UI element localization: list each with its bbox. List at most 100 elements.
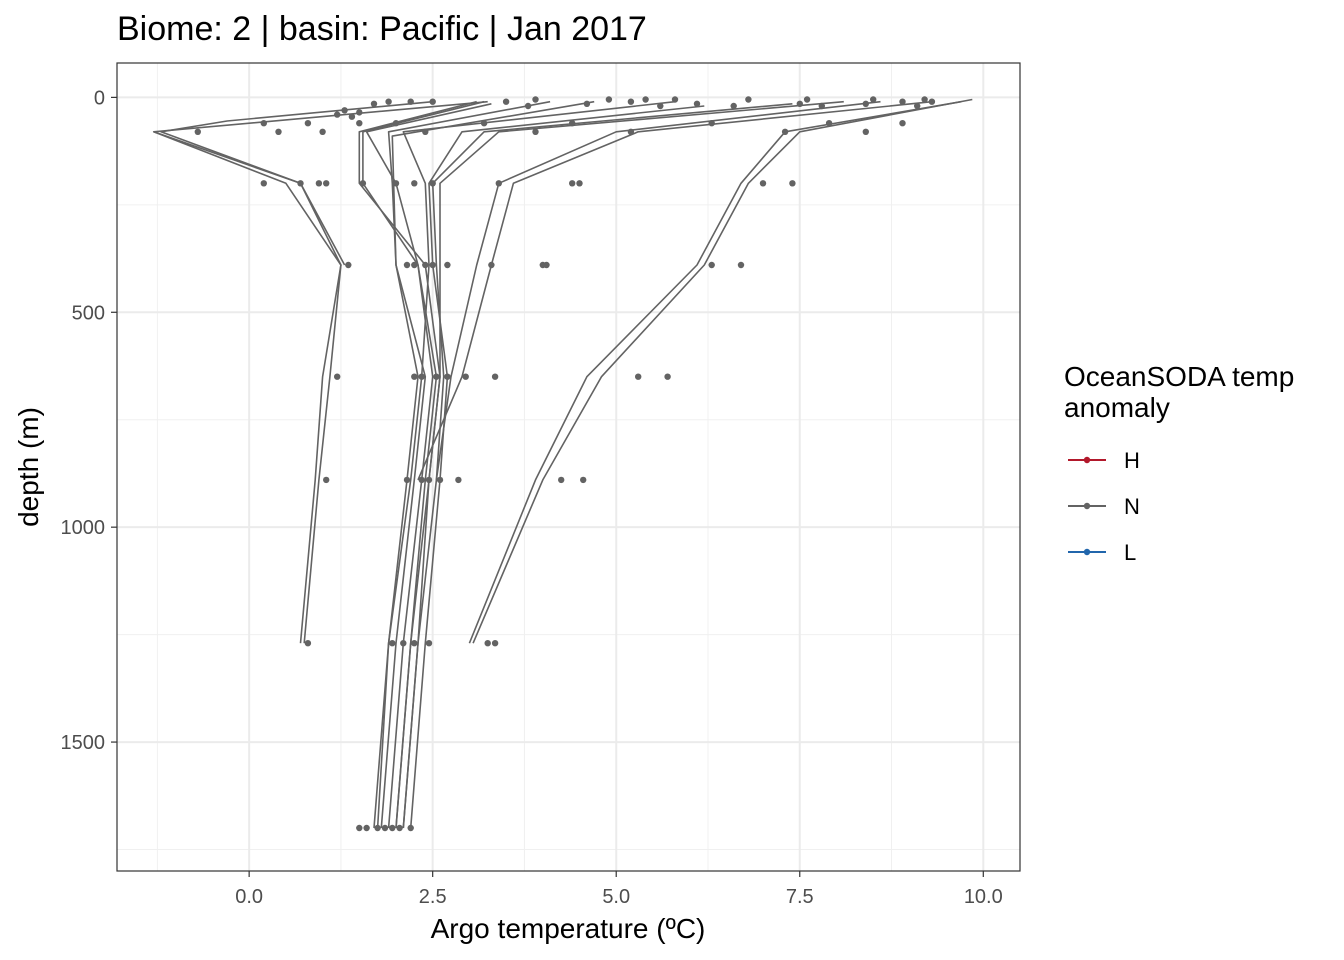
data-point-51 — [359, 180, 367, 187]
data-point-36 — [392, 120, 400, 127]
data-point-38 — [480, 120, 488, 127]
profile-line-16 — [472, 98, 973, 644]
data-point-44 — [825, 120, 833, 127]
data-point-63 — [422, 261, 429, 269]
data-point-29 — [928, 98, 936, 105]
data-point-25 — [870, 96, 877, 103]
data-point-93 — [484, 640, 491, 647]
data-point-2 — [356, 109, 363, 116]
legend-label-N: N — [1124, 494, 1140, 519]
data-point-90 — [400, 640, 407, 647]
data-point-100 — [396, 824, 403, 832]
data-point-74 — [433, 373, 440, 380]
data-point-97 — [374, 824, 381, 832]
grid-minor — [117, 63, 1020, 871]
data-point-10 — [524, 102, 532, 110]
data-point-79 — [664, 373, 671, 380]
data-point-13 — [605, 96, 613, 103]
chart-title: Biome: 2 | basin: Pacific | Jan 2017 — [117, 10, 647, 48]
data-point-48 — [297, 180, 304, 187]
data-point-18 — [693, 100, 701, 108]
plot-panel — [117, 63, 1020, 871]
data-point-4 — [385, 98, 392, 105]
data-point-12 — [583, 100, 591, 108]
data-point-91 — [411, 640, 418, 647]
data-point-16 — [657, 102, 664, 110]
profile-line-9 — [376, 100, 676, 829]
data-point-99 — [389, 824, 396, 832]
legend-key-point-L — [1083, 548, 1091, 556]
data-point-80 — [323, 476, 330, 484]
data-point-83 — [425, 476, 433, 484]
data-point-40 — [569, 120, 576, 127]
y-axis: 0 500 1000 1500 — [61, 87, 117, 754]
legend-key-point-H — [1083, 456, 1091, 464]
data-point-62 — [411, 261, 418, 269]
data-point-14 — [627, 98, 635, 105]
data-point-46 — [899, 120, 906, 127]
data-point-6 — [429, 98, 436, 105]
legend: OceanSODA temp anomaly HNL — [1064, 361, 1294, 565]
data-point-70 — [737, 261, 745, 269]
data-point-88 — [304, 640, 312, 647]
data-point-21 — [796, 100, 803, 108]
data-point-95 — [356, 824, 363, 832]
data-point-82 — [418, 476, 425, 484]
data-point-92 — [425, 640, 433, 647]
series-points — [194, 96, 936, 832]
data-point-30 — [194, 128, 201, 135]
data-point-58 — [759, 180, 767, 187]
y-tick-label: 1000 — [61, 517, 106, 539]
legend-label-L: L — [1124, 540, 1136, 565]
data-point-1 — [341, 107, 348, 114]
x-tick-label: 2.5 — [419, 886, 447, 908]
profile-line-3 — [160, 100, 433, 266]
data-point-89 — [389, 640, 396, 647]
data-point-7 — [334, 111, 341, 118]
data-point-53 — [411, 180, 418, 187]
legend-title-line-1: OceanSODA temp — [1064, 361, 1294, 392]
x-tick-label: 5.0 — [602, 886, 630, 908]
data-point-55 — [495, 180, 502, 187]
x-tick-label: 10.0 — [964, 886, 1003, 908]
data-point-72 — [411, 373, 418, 380]
data-point-47 — [260, 180, 267, 187]
data-point-35 — [356, 120, 363, 127]
data-point-31 — [260, 120, 267, 127]
x-tick-label: 7.5 — [786, 886, 814, 908]
legend-entries: HNL — [1068, 448, 1140, 565]
x-axis: 0.0 2.5 5.0 7.5 10.0 — [235, 871, 1003, 908]
data-point-37 — [422, 128, 429, 135]
data-point-66 — [488, 261, 495, 269]
profile-line-1 — [153, 131, 342, 644]
y-tick-label: 0 — [94, 87, 105, 109]
data-point-94 — [491, 640, 499, 647]
data-point-61 — [403, 261, 411, 269]
y-tick-label: 1500 — [61, 732, 106, 754]
data-point-60 — [345, 261, 352, 269]
data-point-17 — [671, 96, 679, 103]
data-point-27 — [914, 102, 921, 110]
data-point-22 — [803, 96, 811, 103]
data-point-85 — [455, 476, 462, 484]
profile-line-14 — [435, 100, 881, 481]
data-point-49 — [315, 180, 323, 187]
plot-area — [116, 62, 1021, 872]
data-point-50 — [323, 180, 330, 187]
data-point-28 — [921, 96, 928, 103]
legend-label-H: H — [1124, 448, 1140, 473]
data-point-68 — [543, 261, 550, 269]
y-tick-label: 500 — [72, 302, 105, 324]
data-point-65 — [444, 261, 451, 269]
legend-title-line-2: anomaly — [1064, 392, 1170, 423]
data-point-23 — [818, 102, 825, 110]
data-point-32 — [275, 128, 282, 135]
data-point-77 — [491, 373, 499, 380]
data-point-86 — [558, 476, 565, 484]
series-lines — [152, 98, 973, 829]
data-point-26 — [899, 98, 906, 105]
data-point-9 — [502, 98, 510, 105]
data-point-33 — [304, 120, 312, 127]
data-point-45 — [862, 128, 869, 135]
